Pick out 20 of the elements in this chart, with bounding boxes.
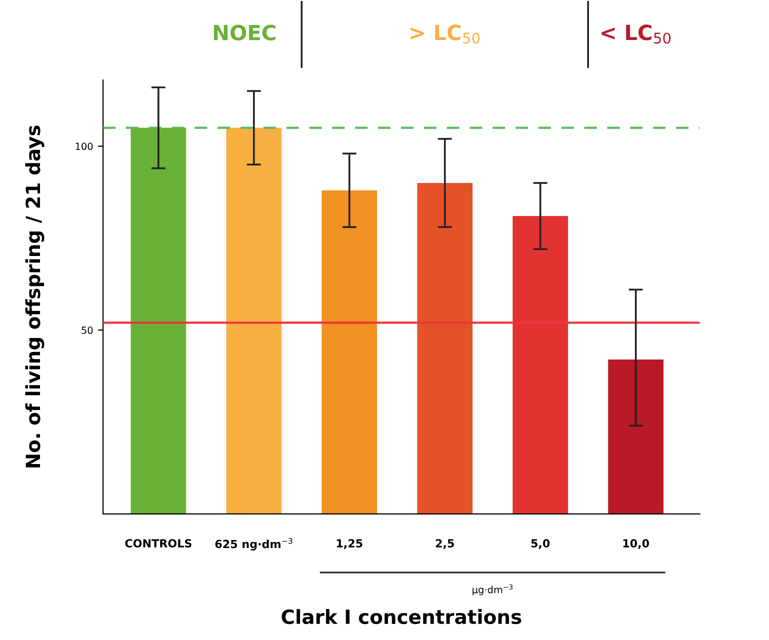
y-tick-label: 100 — [76, 142, 93, 150]
x-tick-label: 5,0 — [531, 539, 550, 549]
x-tick-label: CONTROLS — [125, 539, 192, 548]
bar — [608, 359, 664, 514]
text: NOEC — [214, 24, 276, 40]
bar — [512, 216, 568, 514]
bar — [322, 190, 378, 514]
bar — [226, 128, 282, 514]
x-tick-label: 1,25 — [336, 539, 362, 549]
bar — [417, 182, 473, 514]
text: < LC$_{50}$ — [602, 24, 671, 44]
y-axis-title: No. of living offspring / 21 days — [25, 126, 44, 468]
text: µg·dm$^{−3}$ — [472, 584, 513, 596]
text: > LC$_{50}$ — [410, 24, 480, 44]
x-tick-label: 625 ng·dm$^{−3}$ — [215, 538, 292, 550]
x-axis-title: Clark I concentrations — [282, 609, 522, 624]
y-tick-label: 50 — [82, 326, 93, 334]
x-tick-label: 10,0 — [623, 539, 649, 549]
bar — [130, 128, 186, 514]
x-tick-label: 2,5 — [436, 539, 454, 549]
